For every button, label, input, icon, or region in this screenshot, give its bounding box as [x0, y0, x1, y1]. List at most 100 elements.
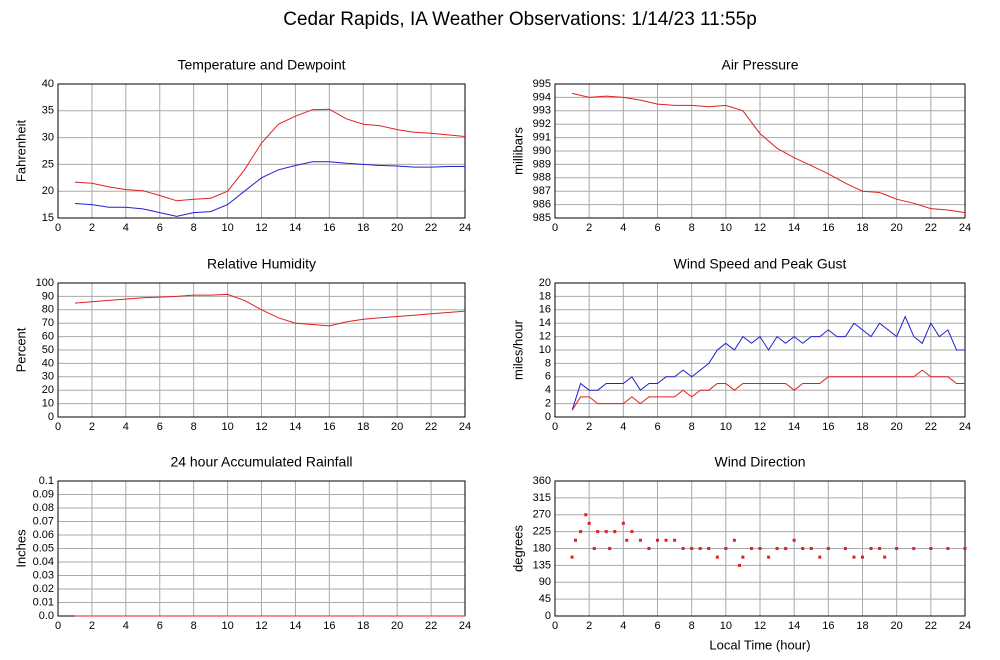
x-tick-label: 0 [55, 421, 61, 433]
y-tick-label: 60 [42, 331, 54, 343]
data-point [732, 538, 736, 542]
x-tick-label: 8 [191, 620, 197, 632]
y-tick-label: 14 [539, 317, 551, 329]
y-tick-label: 0.02 [33, 583, 54, 595]
x-tick-label: 12 [255, 222, 267, 234]
y-tick-label: 360 [533, 475, 551, 487]
x-tick-label: 16 [323, 222, 335, 234]
plot-border [57, 282, 466, 418]
x-tick-label: 0 [55, 620, 61, 632]
y-tick-label: 16 [539, 304, 551, 316]
x-tick-label: 8 [191, 222, 197, 234]
x-tick-label: 0 [552, 421, 558, 433]
y-tick-label: 993 [533, 105, 551, 117]
data-point [596, 530, 600, 534]
data-point [592, 547, 596, 550]
y-tick-label: 995 [533, 78, 551, 90]
data-point [613, 530, 617, 534]
y-tick-label: 991 [533, 132, 551, 144]
data-point [792, 538, 796, 542]
y-tick-label: 90 [539, 576, 551, 588]
y-tick-label: 50 [42, 344, 54, 356]
x-tick-label: 12 [255, 620, 267, 632]
y-tick-label: 70 [42, 317, 54, 329]
x-tick-label: 16 [822, 222, 834, 234]
x-tick-label: 8 [689, 620, 695, 632]
y-axis-label: millibars [510, 127, 525, 175]
x-tick-label: 24 [459, 222, 471, 234]
data-point [758, 547, 762, 550]
data-point [929, 547, 933, 550]
y-tick-label: 0.06 [33, 529, 54, 541]
y-tick-label: 40 [42, 357, 54, 369]
y-tick-label: 135 [533, 559, 551, 571]
y-tick-label: 0.1 [39, 475, 54, 487]
x-tick-label: 16 [323, 620, 335, 632]
x-tick-label: 14 [289, 620, 301, 632]
data-point [738, 563, 741, 567]
x-tick-label: 4 [620, 620, 626, 632]
y-tick-label: 15 [42, 212, 54, 224]
data-point [584, 513, 588, 517]
data-point [946, 547, 950, 550]
y-tick-label: 985 [533, 212, 551, 224]
x-tick-label: 8 [689, 222, 695, 234]
panel-title: Air Pressure [721, 57, 798, 73]
y-tick-label: 90 [42, 290, 54, 302]
y-tick-label: 986 [533, 199, 551, 211]
x-tick-label: 14 [788, 421, 800, 433]
y-tick-label: 994 [533, 91, 551, 103]
y-tick-label: 40 [42, 78, 54, 90]
x-tick-label: 6 [157, 421, 163, 433]
x-tick-label: 20 [391, 222, 403, 234]
x-tick-label: 14 [788, 620, 800, 632]
x-tick-label: 18 [856, 620, 868, 632]
y-tick-label: 20 [539, 277, 551, 289]
x-tick-label: 8 [689, 421, 695, 433]
data-point [647, 547, 651, 550]
data-point [570, 555, 574, 559]
y-tick-label: 988 [533, 172, 551, 184]
panel-title: Temperature and Dewpoint [177, 57, 345, 73]
data-point [681, 547, 685, 550]
x-tick-label: 4 [123, 222, 129, 234]
x-tick-label: 6 [157, 222, 163, 234]
x-tick-label: 22 [925, 421, 937, 433]
panel-title: Wind Speed and Peak Gust [674, 256, 847, 272]
panel-title: Relative Humidity [207, 256, 316, 272]
x-tick-label: 16 [822, 421, 834, 433]
y-axis-label: degrees [510, 525, 525, 572]
x-tick-label: 20 [891, 222, 903, 234]
x-tick-label: 18 [856, 421, 868, 433]
x-tick-label: 10 [221, 620, 233, 632]
x-tick-label: 14 [788, 222, 800, 234]
data-line [74, 108, 466, 202]
x-tick-label: 10 [720, 222, 732, 234]
x-tick-label: 6 [654, 222, 660, 234]
y-tick-label: 35 [42, 105, 54, 117]
x-tick-label: 0 [552, 222, 558, 234]
y-tick-label: 20 [42, 185, 54, 197]
y-tick-label: 10 [539, 344, 551, 356]
y-tick-label: 80 [42, 304, 54, 316]
x-tick-label: 2 [586, 620, 592, 632]
x-tick-label: 4 [620, 222, 626, 234]
y-tick-label: 100 [36, 277, 54, 289]
y-tick-label: 0 [545, 610, 551, 622]
y-tick-label: 2 [545, 398, 551, 410]
data-point [767, 555, 771, 559]
data-point [826, 547, 830, 550]
data-point [673, 538, 677, 542]
y-tick-label: 30 [42, 132, 54, 144]
x-tick-label: 12 [754, 620, 766, 632]
data-point [878, 547, 882, 550]
x-tick-label: 22 [925, 620, 937, 632]
data-point [664, 538, 668, 542]
x-tick-label: 24 [959, 222, 971, 234]
y-tick-label: 0.03 [33, 569, 54, 581]
x-tick-label: 22 [425, 421, 437, 433]
y-axis-label: Fahrenheit [13, 120, 28, 183]
x-tick-label: 6 [654, 620, 660, 632]
x-tick-label: 10 [221, 421, 233, 433]
data-point [895, 547, 899, 550]
